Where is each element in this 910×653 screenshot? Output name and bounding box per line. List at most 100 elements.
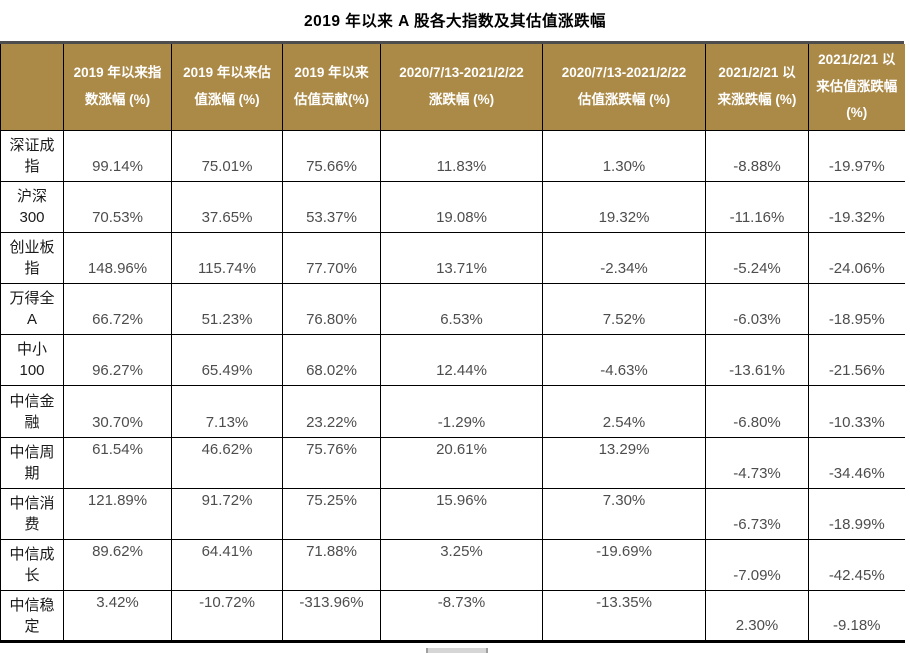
value-cell: -313.96% bbox=[282, 590, 381, 643]
table-body: 深证成指 99.14% 75.01% 75.66% 11.83% 1.30% -8.88% -… bbox=[0, 129, 905, 643]
value-cell: -8.88% bbox=[705, 129, 809, 182]
value-cell: 76.80% bbox=[282, 283, 381, 336]
value-cell: 71.88% bbox=[282, 538, 381, 592]
table-row: 中信消费 121.89% 91.72% 75.25% 15.96% 7.30% -6.73%… bbox=[0, 487, 905, 541]
value-cell: 13.71% bbox=[380, 231, 543, 285]
value-cell: -10.72% bbox=[171, 590, 283, 643]
row-index-name: 创业板指 bbox=[0, 231, 64, 285]
value-cell: 2.30% bbox=[705, 590, 809, 643]
value-cell: 13.29% bbox=[542, 436, 706, 489]
index-valuation-table: 2019 年以来指数涨幅 (%) 2019 年以来估值涨幅 (%) 2019 年以来… bbox=[0, 44, 905, 644]
table-row: 创业板指 148.96% 115.74% 77.70% 13.71% -2.34% -5.2… bbox=[0, 231, 905, 285]
value-cell: -18.99% bbox=[808, 487, 905, 541]
value-cell: -13.35% bbox=[542, 590, 706, 643]
value-cell: 96.27% bbox=[63, 334, 172, 387]
value-cell: -18.95% bbox=[808, 283, 905, 336]
value-cell: -24.06% bbox=[808, 231, 905, 285]
value-cell: 91.72% bbox=[171, 487, 283, 541]
value-cell: 75.25% bbox=[282, 487, 381, 541]
column-header: 2020/7/13-2021/2/22 估值涨跌幅 (%) bbox=[542, 44, 706, 131]
table-row: 中信金融 30.70% 7.13% 23.22% -1.29% 2.54% -6.80% -1… bbox=[0, 385, 905, 438]
value-cell: -13.61% bbox=[705, 334, 809, 387]
row-index-name: 中信周期 bbox=[0, 436, 64, 489]
value-cell: 68.02% bbox=[282, 334, 381, 387]
table-top-rule bbox=[0, 41, 904, 44]
value-cell: -6.73% bbox=[705, 487, 809, 541]
value-cell: -1.29% bbox=[380, 385, 543, 438]
table-row: 万得全A 66.72% 51.23% 76.80% 6.53% 7.52% -6.03% -1… bbox=[0, 283, 905, 336]
chart-title: 2019 年以来 A 股各大指数及其估值涨跌幅 bbox=[303, 13, 607, 30]
value-cell: -19.69% bbox=[542, 538, 706, 592]
row-index-name: 中小100 bbox=[0, 334, 64, 387]
header-row: 2019 年以来指数涨幅 (%) 2019 年以来估值涨幅 (%) 2019 年以来… bbox=[0, 44, 905, 131]
table-row: 中信稳定 3.42% -10.72% -313.96% -8.73% -13.35% 2.3… bbox=[0, 590, 905, 643]
row-index-name: 沪深300 bbox=[0, 180, 64, 233]
row-index-name: 中信金融 bbox=[0, 385, 64, 438]
value-cell: -4.63% bbox=[542, 334, 706, 387]
column-header: 2019 年以来指数涨幅 (%) bbox=[63, 44, 172, 131]
value-cell: 75.76% bbox=[282, 436, 381, 489]
row-index-name: 中信稳定 bbox=[0, 590, 64, 643]
value-cell: 11.83% bbox=[380, 129, 543, 182]
value-cell: 19.32% bbox=[542, 180, 706, 233]
value-cell: 121.89% bbox=[63, 487, 172, 541]
value-cell: 23.22% bbox=[282, 385, 381, 438]
value-cell: -42.45% bbox=[808, 538, 905, 592]
value-cell: 75.66% bbox=[282, 129, 381, 182]
value-cell: 65.49% bbox=[171, 334, 283, 387]
value-cell: 7.30% bbox=[542, 487, 706, 541]
value-cell: 51.23% bbox=[171, 283, 283, 336]
value-cell: -10.33% bbox=[808, 385, 905, 438]
value-cell: 66.72% bbox=[63, 283, 172, 336]
value-cell: 70.53% bbox=[63, 180, 172, 233]
value-cell: -8.73% bbox=[380, 590, 543, 643]
value-cell: -2.34% bbox=[542, 231, 706, 285]
value-cell: -7.09% bbox=[705, 538, 809, 592]
value-cell: -19.97% bbox=[808, 129, 905, 182]
table-row: 深证成指 99.14% 75.01% 75.66% 11.83% 1.30% -8.88% -… bbox=[0, 129, 905, 182]
row-index-name: 万得全A bbox=[0, 283, 64, 336]
value-cell: 30.70% bbox=[63, 385, 172, 438]
value-cell: 20.61% bbox=[380, 436, 543, 489]
value-cell: -19.32% bbox=[808, 180, 905, 233]
value-cell: 89.62% bbox=[63, 538, 172, 592]
column-header: 2019 年以来估值涨幅 (%) bbox=[171, 44, 283, 131]
value-cell: 61.54% bbox=[63, 436, 172, 489]
table-row: 中信成长 89.62% 64.41% 71.88% 3.25% -19.69% -7.09%… bbox=[0, 538, 905, 592]
value-cell: -4.73% bbox=[705, 436, 809, 489]
value-cell: 53.37% bbox=[282, 180, 381, 233]
value-cell: 75.01% bbox=[171, 129, 283, 182]
column-header: 2021/2/21 以来估值涨跌幅 (%) bbox=[808, 44, 905, 131]
value-cell: 7.13% bbox=[171, 385, 283, 438]
value-cell: -21.56% bbox=[808, 334, 905, 387]
table-row: 沪深300 70.53% 37.65% 53.37% 19.08% 19.32% -11.1… bbox=[0, 180, 905, 233]
row-index-name: 中信消费 bbox=[0, 487, 64, 541]
column-header: 2020/7/13-2021/2/22 涨跌幅 (%) bbox=[380, 44, 543, 131]
value-cell: -34.46% bbox=[808, 436, 905, 489]
value-cell: -11.16% bbox=[705, 180, 809, 233]
value-cell: 3.42% bbox=[63, 590, 172, 643]
value-cell: 19.08% bbox=[380, 180, 543, 233]
value-cell: 3.25% bbox=[380, 538, 543, 592]
table-row: 中小100 96.27% 65.49% 68.02% 12.44% -4.63% -13.6… bbox=[0, 334, 905, 387]
value-cell: 64.41% bbox=[171, 538, 283, 592]
value-cell: 148.96% bbox=[63, 231, 172, 285]
value-cell: 99.14% bbox=[63, 129, 172, 182]
value-cell: 15.96% bbox=[380, 487, 543, 541]
row-index-name: 中信成长 bbox=[0, 538, 64, 592]
value-cell: 77.70% bbox=[282, 231, 381, 285]
value-cell: 6.53% bbox=[380, 283, 543, 336]
value-cell: 115.74% bbox=[171, 231, 283, 285]
value-cell: -6.80% bbox=[705, 385, 809, 438]
value-cell: 2.54% bbox=[542, 385, 706, 438]
table-container: 2019 年以来指数涨幅 (%) 2019 年以来估值涨幅 (%) 2019 年以来… bbox=[0, 44, 905, 644]
corner-header-cell bbox=[0, 44, 64, 131]
value-cell: 37.65% bbox=[171, 180, 283, 233]
value-cell: -5.24% bbox=[705, 231, 809, 285]
value-cell: 46.62% bbox=[171, 436, 283, 489]
horizontal-scrollbar-thumb[interactable] bbox=[426, 648, 488, 653]
value-cell: -9.18% bbox=[808, 590, 905, 643]
value-cell: 7.52% bbox=[542, 283, 706, 336]
column-header: 2019 年以来估值贡献(%) bbox=[282, 44, 381, 131]
